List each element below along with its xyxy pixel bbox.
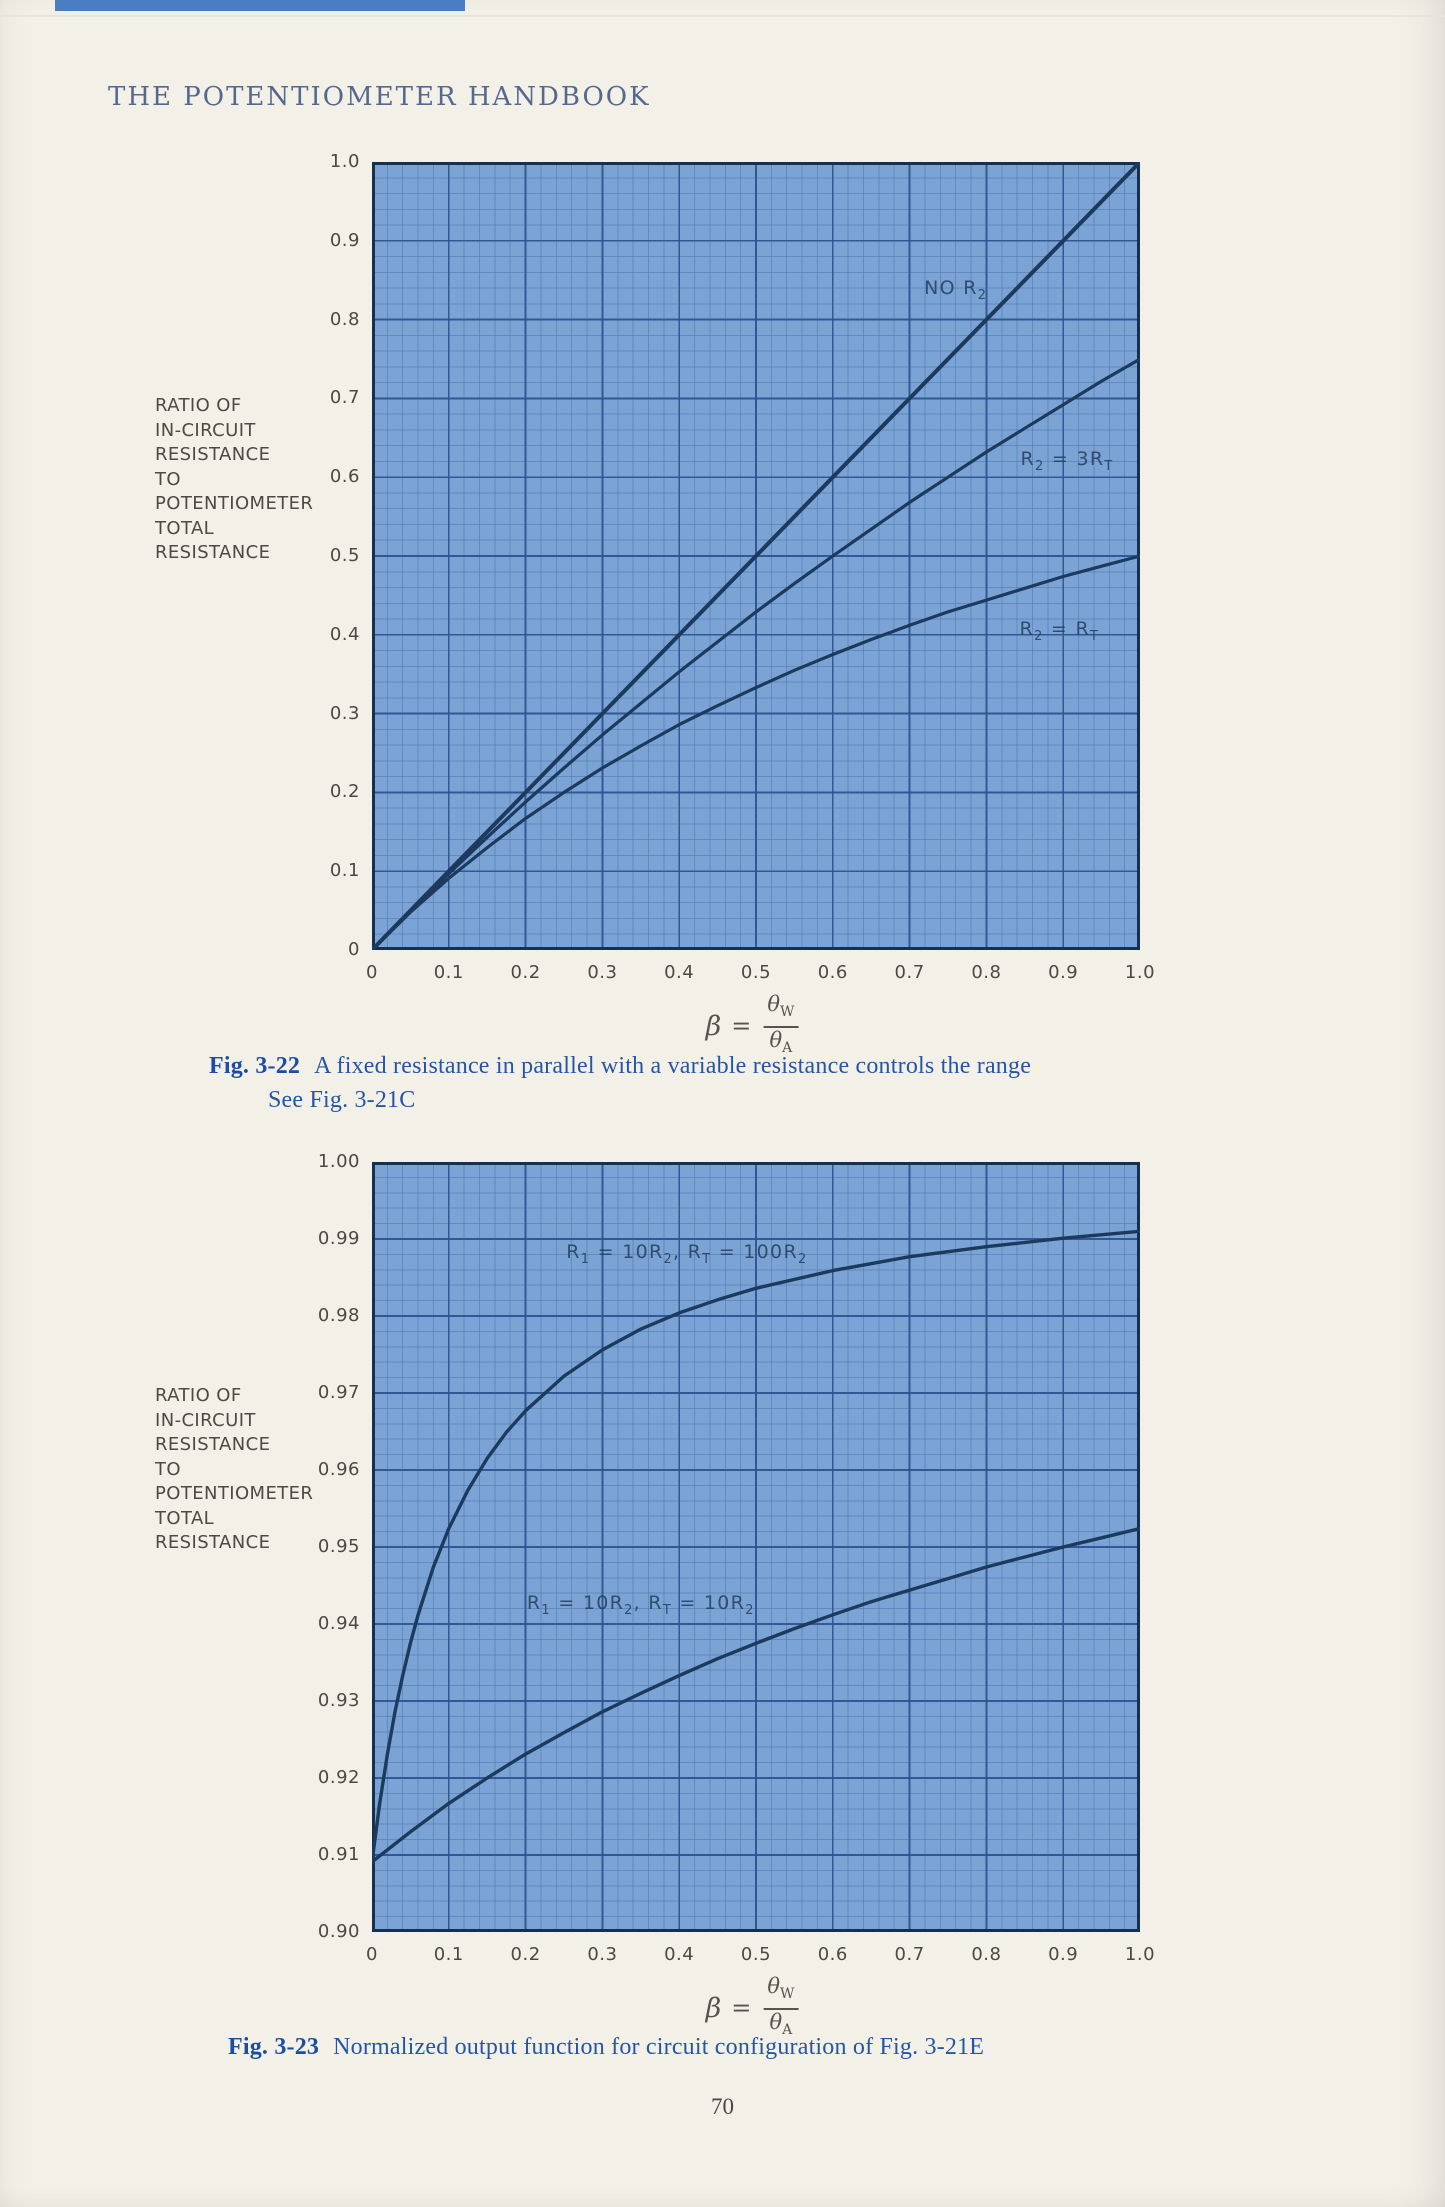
curve-r2-rt (372, 554, 1140, 950)
x-tick-label: 0.9 (1048, 962, 1079, 983)
y-tick-label: 0.95 (317, 1536, 360, 1557)
chart-canvas-1 (372, 162, 1140, 950)
y-tick-label: 1.0 (329, 151, 360, 172)
x-tick-label: 0.4 (664, 962, 695, 983)
y-axis-label-line: RATIO OF (155, 1385, 242, 1406)
y-tick-label: 0.5 (329, 545, 360, 566)
beta-symbol: β (705, 1992, 722, 2024)
y-axis-label-line: TOTAL (155, 1507, 215, 1529)
x-tick-label: 0.4 (664, 1944, 695, 1965)
y-axis-label-line: RESISTANCE (155, 444, 271, 465)
x-tick-label: 0.3 (587, 1944, 618, 1965)
y-axis-label-line: TO (155, 468, 181, 490)
fraction-denominator: θA (769, 1028, 793, 1057)
y-axis-label-line: RATIO OF (155, 395, 242, 416)
x-tick-label: 0.3 (587, 962, 618, 983)
curve-r2-3rt (372, 357, 1140, 950)
theta-fraction: θW θA (763, 1974, 799, 2042)
chart2-x-axis-formula: β = θW θA (706, 1974, 799, 2042)
y-axis-label-line: RESISTANCE (155, 1532, 271, 1553)
x-tick-label: 0.9 (1048, 1944, 1079, 1965)
scan-artifact-strip (55, 0, 465, 11)
y-tick-label: 1.00 (317, 1151, 360, 1172)
figure1-caption-text: A fixed resistance in parallel with a va… (314, 1053, 1032, 1079)
curve-r1-10r2-rt-10r2 (372, 1526, 1140, 1864)
y-axis-label-line: IN-CIRCUIT (155, 1409, 256, 1431)
x-tick-label: 1.0 (1124, 962, 1156, 983)
curve-label: R1 = 10R2, RT = 100R2 (566, 1241, 808, 1268)
x-tick-label: 0.8 (971, 1944, 1002, 1965)
chart-canvas-2 (372, 1162, 1140, 1932)
chart2-plot-area: R1 = 10R2, RT = 100R2 R1 = 10R2, RT = 10R… (372, 1162, 1140, 1932)
x-tick-label: 0 (366, 1944, 378, 1965)
y-tick-label: 0.2 (329, 781, 360, 803)
y-tick-label: 0.97 (317, 1382, 360, 1403)
chart2-y-axis-label: RATIO OF IN-CIRCUIT RESISTANCE TO POTENTIOME… (155, 1384, 313, 1556)
figure2-caption: Fig. 3-23 Normalized output function for … (228, 2034, 984, 2061)
fraction-numerator: θW (763, 1974, 799, 2011)
x-tick-label: 0.7 (894, 1944, 925, 1965)
x-tick-label: 0.6 (817, 1944, 848, 1965)
y-tick-label: 0.96 (317, 1459, 360, 1480)
theta-fraction: θW θA (763, 992, 799, 1060)
curve-r1-10r2-rt-100r2 (372, 1229, 1140, 1864)
y-tick-label: 0.90 (317, 1921, 360, 1942)
page-number: 70 (711, 2094, 734, 2119)
x-tick-label: 0.7 (894, 962, 925, 983)
scan-edge-line (0, 15, 1445, 17)
x-tick-label: 0 (366, 962, 378, 983)
plot-border (372, 1162, 1140, 1932)
figure1-caption: Fig. 3-22 A fixed resistance in parallel … (209, 1053, 1031, 1080)
y-tick-label: 0.93 (317, 1690, 360, 1711)
x-tick-label: 0.5 (740, 1944, 772, 1965)
y-axis-label-line: TO (155, 1458, 181, 1480)
curve-label: R2 = 3RT (1020, 448, 1114, 475)
y-tick-label: 0.1 (329, 860, 360, 882)
x-tick-label: 0.2 (510, 1944, 541, 1965)
y-axis-label-line: RESISTANCE (155, 1434, 271, 1455)
x-tick-label: 0.1 (433, 962, 464, 983)
x-tick-label: 0.2 (510, 962, 541, 983)
equals-sign: = (731, 1012, 752, 1041)
y-tick-label: 0 (348, 939, 360, 960)
y-tick-label: 0.92 (317, 1767, 360, 1788)
x-tick-label: 0.6 (817, 962, 848, 983)
chart1-y-axis-label: RATIO OF IN-CIRCUIT RESISTANCE TO POTENTIOME… (155, 394, 313, 566)
y-axis-label-line: TOTAL (155, 517, 215, 539)
curve-label: NO R2 (924, 276, 988, 303)
y-tick-label: 0.6 (329, 466, 360, 488)
figure2-caption-text: Normalized output function for circuit c… (333, 2034, 985, 2060)
y-tick-label: 0.9 (329, 229, 360, 251)
y-axis-label-line: POTENTIOMETER (155, 493, 314, 514)
chart1-plot-area: NO R2 R2 = 3RT R2 = RT (372, 162, 1140, 950)
curve-label: R2 = RT (1019, 617, 1100, 644)
x-tick-label: 1.0 (1124, 1944, 1156, 1965)
y-tick-label: 0.94 (317, 1613, 360, 1634)
y-tick-label: 0.3 (329, 702, 360, 724)
y-axis-label-line: IN-CIRCUIT (155, 419, 256, 441)
fraction-denominator: θA (769, 2010, 793, 2039)
beta-symbol: β (705, 1010, 722, 1042)
curve-no-r2 (372, 162, 1140, 950)
x-tick-label: 0.5 (740, 962, 772, 983)
y-axis-label-line: RESISTANCE (155, 542, 271, 563)
y-tick-label: 0.7 (329, 387, 360, 409)
curve-label: R1 = 10R2, RT = 10R2 (526, 1591, 755, 1618)
y-tick-label: 0.99 (317, 1228, 360, 1249)
fraction-numerator: θW (763, 992, 799, 1029)
page-header: THE POTENTIOMETER HANDBOOK (108, 82, 651, 112)
equals-sign: = (731, 1994, 752, 2023)
figure2-number: Fig. 3-23 (228, 2034, 320, 2060)
y-axis-label-line: POTENTIOMETER (155, 1483, 314, 1504)
x-tick-label: 0.1 (433, 1944, 464, 1965)
figure1-caption-line2: See Fig. 3-21C (268, 1087, 416, 1113)
y-tick-label: 0.8 (329, 308, 360, 330)
chart1-x-axis-formula: β = θW θA (706, 992, 799, 1060)
y-tick-label: 0.4 (329, 623, 360, 645)
y-tick-label: 0.91 (317, 1844, 360, 1865)
x-tick-label: 0.8 (971, 962, 1002, 983)
y-tick-label: 0.98 (317, 1305, 360, 1326)
figure1-number: Fig. 3-22 (209, 1053, 301, 1079)
